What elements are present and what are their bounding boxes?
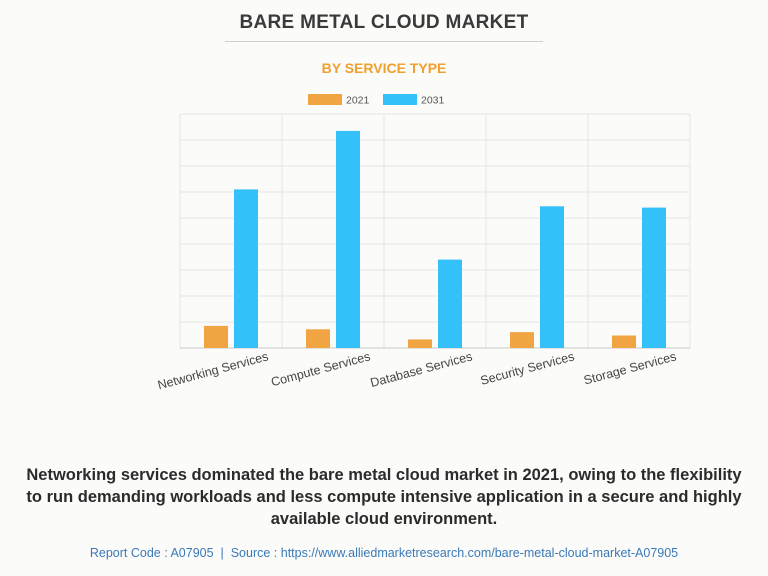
footer-separator: | bbox=[220, 546, 224, 560]
bar-2021-storage-services bbox=[612, 335, 636, 348]
bar-2031-compute-services bbox=[336, 130, 360, 348]
title-divider bbox=[225, 41, 543, 42]
legend-swatch-2021 bbox=[308, 94, 342, 105]
bar-2021-compute-services bbox=[306, 329, 330, 348]
bar-2031-networking-services bbox=[234, 189, 258, 348]
chart-subtitle: BY SERVICE TYPE bbox=[321, 60, 447, 76]
bar-chart: Networking Services Compute ServicesDatab… bbox=[156, 94, 691, 392]
chart-caption: Networking services dominated the bare m… bbox=[26, 466, 742, 528]
legend-label-2031: 2031 bbox=[421, 95, 445, 107]
bar-2031-security-services bbox=[540, 206, 564, 348]
bar-2031-database-services bbox=[438, 259, 462, 348]
source-link[interactable]: Source : https://www.alliedmarketresearc… bbox=[230, 546, 679, 560]
bar-2031-storage-services bbox=[642, 207, 666, 348]
bar-2021-networking-services bbox=[204, 325, 228, 348]
footer: Report Code : A07905 | Source : https://… bbox=[0, 546, 768, 560]
chart-title: BARE METAL CLOUD MARKET bbox=[239, 12, 529, 33]
x-tick-label: Database Services bbox=[369, 349, 474, 390]
x-tick-label: Security Services bbox=[479, 349, 576, 388]
legend-label-2021: 2021 bbox=[346, 95, 370, 107]
x-tick-label: Compute Services bbox=[270, 349, 372, 389]
report-code: Report Code : A07905 bbox=[89, 546, 214, 560]
bar-2021-security-services bbox=[510, 332, 534, 348]
legend-swatch-2031 bbox=[383, 94, 417, 105]
x-tick-label: Storage Services bbox=[582, 349, 678, 387]
bar-2021-database-services bbox=[408, 339, 432, 348]
x-tick-label: Networking Services bbox=[156, 349, 270, 392]
